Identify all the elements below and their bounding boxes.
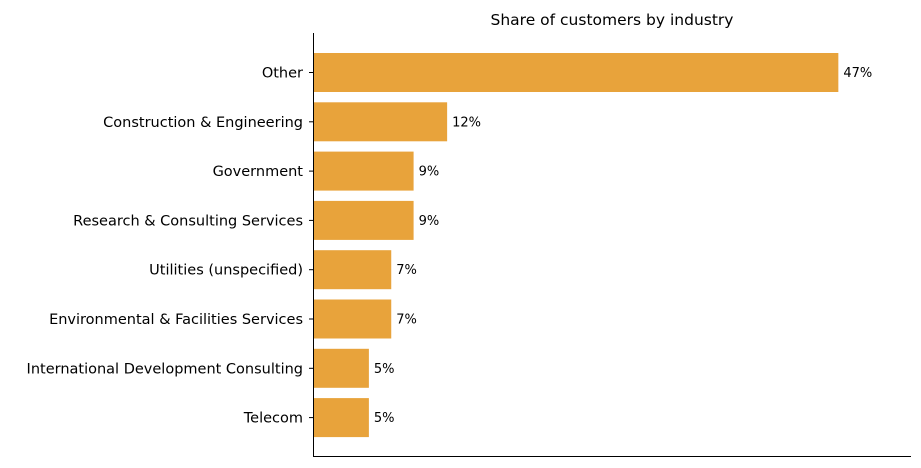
category-label: Utilities (unspecified): [149, 263, 303, 279]
value-label: 5%: [374, 362, 395, 377]
bar: [313, 200, 414, 240]
category-label: Research & Consulting Services: [73, 213, 303, 229]
value-label: 7%: [396, 313, 417, 328]
category-label: Government: [213, 164, 304, 180]
value-label: 12%: [452, 115, 481, 130]
category-labels-group: Other Construction & Engineering Governmen…: [27, 66, 313, 427]
value-labels-group: 47% 12% 9% 9% 7% 7% 5% 5%: [374, 66, 872, 426]
bar: [313, 398, 369, 438]
category-label: Other: [262, 66, 303, 82]
category-label: Environmental & Facilities Services: [49, 312, 303, 328]
bar: [313, 102, 448, 142]
bar: [313, 53, 839, 92]
category-label: International Development Consulting: [27, 361, 303, 377]
bar: [313, 348, 369, 388]
value-label: 5%: [374, 411, 395, 426]
bar: [313, 299, 392, 339]
chart-title: Share of customers by industry: [491, 11, 734, 29]
bar: [313, 151, 414, 191]
category-label: Telecom: [243, 411, 303, 427]
value-label: 7%: [396, 263, 417, 278]
value-label: 47%: [843, 66, 872, 81]
category-label: Construction & Engineering: [103, 115, 303, 131]
value-label: 9%: [419, 214, 440, 229]
bars-group: [313, 53, 839, 438]
bar: [313, 250, 392, 290]
value-label: 9%: [419, 165, 440, 180]
